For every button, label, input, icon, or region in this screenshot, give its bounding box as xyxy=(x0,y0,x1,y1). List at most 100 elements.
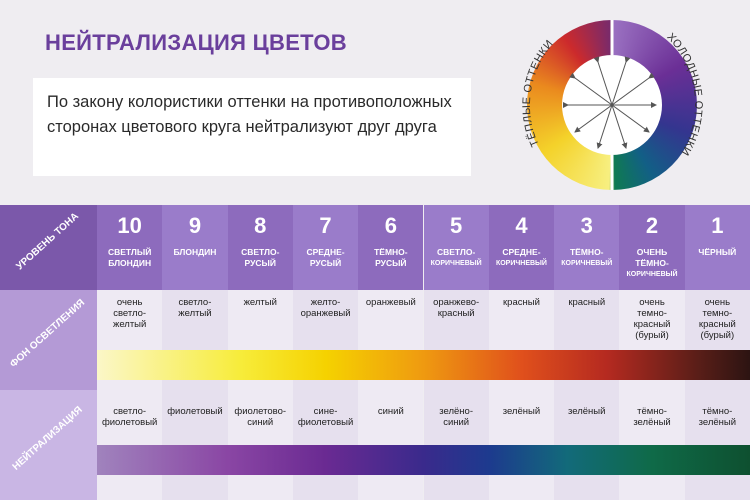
level-header: 2 ОЧЕНЬ ТЁМНО- КОРИЧНЕВЫЙ xyxy=(619,205,685,290)
row-label: УРОВЕНЬ ТОНА xyxy=(14,210,81,272)
text-line: синий xyxy=(247,417,274,428)
name-line: СРЕДНЕ- xyxy=(306,247,345,257)
row-header: НЕЙТРАЛИЗАЦИЯ xyxy=(0,390,97,500)
text-line: темно- xyxy=(702,308,733,319)
level-header: 10 СВЕТЛЫЙ БЛОНДИН xyxy=(97,205,163,290)
level-header: 5 СВЕТЛО- КОРИЧНЕВЫЙ xyxy=(423,205,489,290)
row-header: УРОВЕНЬ ТОНА xyxy=(0,205,97,290)
name-line: СВЕТЛО- xyxy=(436,247,476,257)
name-line: СРЕДНЕ- xyxy=(502,247,541,257)
name-line: ЧЁРНЫЙ xyxy=(698,247,737,257)
level-number: 5 xyxy=(450,213,463,238)
level-number: 9 xyxy=(188,213,202,238)
cool-label: ХОЛОДНЫЕ ОТТЕНКИ xyxy=(664,31,704,158)
level-header: 1 ЧЁРНЫЙ xyxy=(684,205,750,290)
level-name: ОЧЕНЬ ТЁМНО- КОРИЧНЕВЫЙ xyxy=(619,247,684,280)
name-line: РУСЫЙ xyxy=(244,258,276,268)
text-line: зелёный xyxy=(502,406,541,417)
text-line: желтый xyxy=(243,297,277,308)
text-line: сине- xyxy=(313,406,338,417)
text-line: зелёно- xyxy=(439,406,474,417)
name-line: КОРИЧНЕВЫЙ xyxy=(495,260,547,267)
text-line: зелёный xyxy=(698,417,737,428)
text-line: желтый xyxy=(112,319,147,330)
name-line: КОРИЧНЕВЫЙ xyxy=(430,260,482,267)
text-line: фиолетовый xyxy=(297,417,354,428)
level-name: ТЁМНО- РУСЫЙ xyxy=(358,247,423,269)
neutralization-gradient xyxy=(97,445,750,475)
level-name: СВЕТЛЫЙ БЛОНДИН xyxy=(97,247,162,269)
cool-label-path: ХОЛОДНЫЕ ОТТЕНКИ xyxy=(664,31,703,158)
text-line: зелёный xyxy=(568,406,606,417)
wheel-overlay: ТЁПЛЫЕ ОТТЕНКИ ХОЛОДНЫЕ ОТТЕНКИ xyxy=(521,20,704,190)
level-header: 4 СРЕДНЕ- КОРИЧНЕВЫЙ xyxy=(488,205,555,290)
level-name: БЛОНДИН xyxy=(162,247,227,258)
text-line: (бурый) xyxy=(635,330,669,341)
name-line: ТЁМНО- xyxy=(374,247,408,257)
name-line: СВЕТЛО- xyxy=(241,247,280,257)
text-line: фиолетовый xyxy=(101,417,158,428)
text-line: желто- xyxy=(310,297,341,308)
text-line: очень xyxy=(116,297,143,308)
text-line: тёмно- xyxy=(702,406,733,417)
text-line: красный xyxy=(568,297,606,308)
text-line: очень xyxy=(639,297,665,308)
level-number: 4 xyxy=(515,213,528,238)
text-line: красный xyxy=(698,319,736,330)
name-line: КОРИЧНЕВЫЙ xyxy=(626,271,678,278)
text-line: желтый xyxy=(178,308,212,319)
level-header: 7 СРЕДНЕ- РУСЫЙ xyxy=(292,205,359,290)
text-line: очень xyxy=(704,297,731,308)
text-line: оранжевый xyxy=(300,308,351,319)
arrows xyxy=(563,56,657,149)
text-line: оранжево- xyxy=(433,297,480,308)
level-number: 10 xyxy=(117,213,142,238)
warm-label-path: ТЁПЛЫЕ ОТТЕНКИ xyxy=(521,38,556,149)
name-line: БЛОНДИН xyxy=(173,247,217,257)
level-name: ЧЁРНЫЙ xyxy=(685,247,750,258)
intro-text: По закону колористики оттенки на противо… xyxy=(33,78,471,176)
text-line: красный xyxy=(437,308,475,319)
text-line: красный xyxy=(503,297,540,308)
level-name: ТЁМНО- КОРИЧНЕВЫЙ xyxy=(554,247,619,269)
level-name: СРЕДНЕ- РУСЫЙ xyxy=(293,247,358,269)
level-name: СРЕДНЕ- КОРИЧНЕВЫЙ xyxy=(489,247,554,269)
level-name: СВЕТЛО- РУСЫЙ xyxy=(228,247,293,269)
text-line: тёмно- xyxy=(637,406,667,417)
level-number: 7 xyxy=(319,213,332,238)
text-line: светло- xyxy=(178,297,212,308)
name-line: ТЁМНО- xyxy=(635,258,669,268)
text-line: светло- xyxy=(113,308,147,319)
level-header: 9 БЛОНДИН xyxy=(162,205,228,290)
name-line: ТЁМНО- xyxy=(569,247,604,257)
row-header: ФОН ОСВЕТЛЕНИЯ xyxy=(0,290,97,390)
text-line: светло- xyxy=(113,406,147,417)
text-line: темно- xyxy=(637,308,667,319)
text-line: синий xyxy=(377,406,404,417)
row-label: НЕЙТРАЛИЗАЦИЯ xyxy=(10,404,85,473)
name-line: БЛОНДИН xyxy=(108,258,152,268)
table: УРОВЕНЬ ТОНА ФОН ОСВЕТЛЕНИЯ НЕЙТРАЛИЗАЦИЯ 1… xyxy=(0,205,750,500)
level-number: 1 xyxy=(711,213,724,238)
text-line: зелёный xyxy=(633,417,671,428)
text-line: фиолетовый xyxy=(167,406,223,417)
level-header: 3 ТЁМНО- КОРИЧНЕВЫЙ xyxy=(554,205,620,290)
level-number: 8 xyxy=(254,213,267,238)
text-line: красный xyxy=(633,319,671,330)
name-line: ОЧЕНЬ xyxy=(636,247,668,257)
level-name: СВЕТЛО- КОРИЧНЕВЫЙ xyxy=(424,247,489,269)
level-number: 3 xyxy=(580,213,593,238)
name-line: КОРИЧНЕВЫЙ xyxy=(561,260,613,267)
name-line: СВЕТЛЫЙ xyxy=(107,247,152,257)
text-line: (бурый) xyxy=(700,330,735,341)
level-header: 6 ТЁМНО- РУСЫЙ xyxy=(358,205,424,290)
row-label: ФОН ОСВЕТЛЕНИЯ xyxy=(8,297,88,370)
title: НЕЙТРАЛИЗАЦИЯ ЦВЕТОВ xyxy=(45,30,347,55)
level-number: 2 xyxy=(645,213,659,238)
text-line: синий xyxy=(443,417,470,428)
lightening-gradient xyxy=(97,350,750,380)
name-line: РУСЫЙ xyxy=(375,258,407,268)
name-line: РУСЫЙ xyxy=(309,258,342,268)
warm-label: ТЁПЛЫЕ ОТТЕНКИ xyxy=(521,38,556,149)
